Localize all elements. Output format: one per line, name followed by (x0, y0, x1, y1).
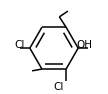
Text: Cl: Cl (54, 82, 64, 92)
Text: OH: OH (76, 40, 92, 50)
Text: Cl: Cl (15, 40, 25, 50)
